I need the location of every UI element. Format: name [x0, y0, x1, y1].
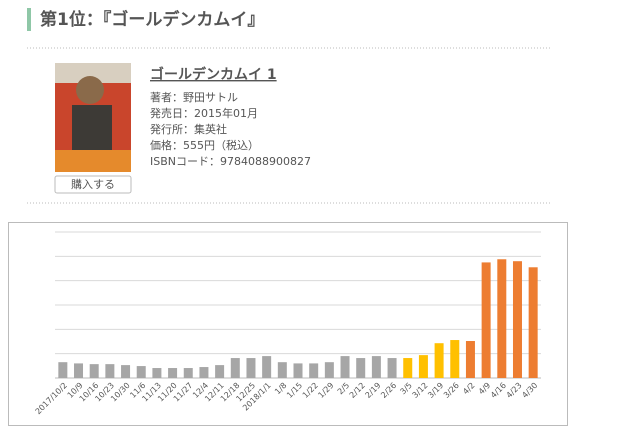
book-detail: ISBNコード：9784088900827 [150, 155, 311, 168]
bar [74, 363, 84, 378]
book-detail: 価格：555円（税込） [150, 138, 259, 152]
bar [121, 365, 131, 378]
bar [89, 364, 99, 378]
bar [450, 340, 460, 378]
bar [324, 362, 334, 378]
bar [481, 262, 491, 378]
book-detail: 発行所：集英社 [150, 122, 227, 136]
bar [309, 363, 319, 378]
bar [293, 363, 303, 378]
bar [246, 358, 256, 378]
bar [183, 368, 193, 378]
bar [434, 343, 444, 378]
bar [340, 356, 350, 378]
bar [497, 259, 507, 378]
bar [168, 368, 178, 378]
bar [418, 355, 428, 378]
bar [105, 364, 115, 378]
bar [387, 358, 397, 378]
book-detail: 発売日：2015年01月 [150, 106, 258, 120]
bar [356, 358, 366, 378]
bar [262, 356, 272, 378]
heading: 第1位：『ゴールデンカムイ』 [40, 9, 264, 30]
bar [58, 362, 68, 378]
bar [136, 366, 146, 378]
bar [152, 368, 162, 378]
buy-button-label[interactable]: 購入する [71, 177, 115, 191]
buy-button[interactable] [54, 175, 132, 194]
book-cover [55, 63, 131, 172]
bar [528, 267, 538, 378]
bar [512, 261, 522, 378]
book-title[interactable]: ゴールデンカムイ 1 [150, 66, 277, 83]
bar [277, 362, 287, 378]
bar [230, 358, 240, 378]
bar [465, 341, 475, 378]
bar [371, 356, 381, 378]
heading-bar [27, 8, 31, 31]
bar [403, 358, 413, 378]
book-detail: 著者：野田サトル [150, 90, 238, 104]
bar [199, 367, 209, 378]
bar [215, 365, 225, 378]
